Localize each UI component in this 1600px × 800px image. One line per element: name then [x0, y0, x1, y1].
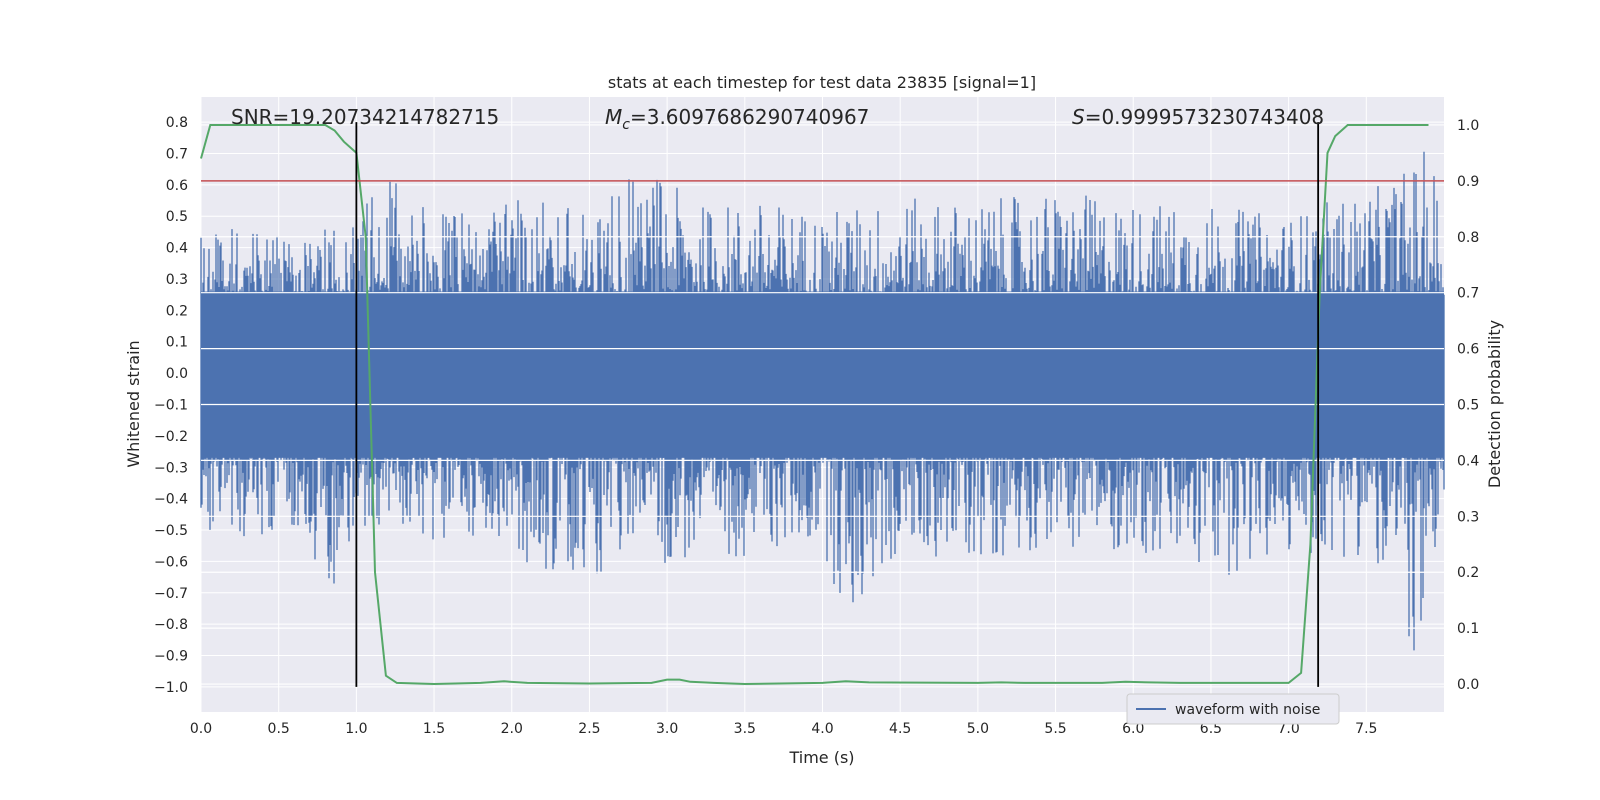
snr-annotation: SNR=19.20734214782715	[231, 105, 499, 129]
y-axis-label-left: Whitened strain	[124, 340, 143, 467]
chart-title: stats at each timestep for test data 238…	[608, 73, 1036, 92]
y-tick-label-left: 0.4	[166, 241, 188, 257]
y-tick-label-left: 0.8	[166, 115, 188, 131]
y-tick-label-left: −0.7	[154, 586, 188, 602]
x-tick-label: 3.0	[656, 721, 678, 737]
y-tick-label-right: 0.3	[1457, 509, 1479, 525]
chirp-mass-annotation: Mc=3.6097686290740967	[605, 105, 869, 133]
x-axis-label: Time (s)	[788, 748, 854, 767]
waveform-core-band	[201, 291, 1444, 458]
tick-labels: 0.0 0.5 1.0 1.5 2.0 2.5 3.0 3.5 4.0 4.5 5.0 5.5 6.0 6…	[154, 115, 1479, 737]
y-axis-label-right: Detection probability	[1485, 320, 1504, 488]
score-value: =0.9999573230743408	[1085, 105, 1324, 129]
y-tick-label-left: 0.2	[166, 303, 188, 319]
x-tick-label: 0.0	[190, 721, 212, 737]
x-tick-label: 4.0	[811, 721, 833, 737]
x-tick-label: 4.5	[889, 721, 911, 737]
marker-lines	[201, 122, 1444, 687]
x-tick-label: 3.5	[734, 721, 756, 737]
y-tick-label-left: 0.5	[166, 209, 188, 225]
y-tick-label-left: 0.6	[166, 178, 188, 194]
y-tick-label-left: −0.8	[154, 617, 188, 633]
detection-score-annotation: S=0.9999573230743408	[1072, 105, 1324, 129]
y-tick-label-left: −1.0	[154, 680, 188, 696]
x-tick-label: 1.5	[423, 721, 445, 737]
waveform-series	[200, 124, 1445, 685]
score-symbol: S	[1072, 105, 1085, 129]
y-tick-label-left: −0.5	[154, 523, 188, 539]
chirp-mass-symbol: M	[605, 105, 622, 129]
y-tick-label-right: 0.5	[1457, 398, 1479, 414]
y-tick-label-left: 0.7	[166, 146, 188, 162]
detection-probability-line	[200, 124, 1429, 686]
y-tick-label-right: 0.8	[1457, 230, 1479, 246]
x-tick-label: 0.5	[268, 721, 290, 737]
x-tick-label: 7.5	[1355, 721, 1377, 737]
x-tick-label: 2.5	[578, 721, 600, 737]
y-tick-label-right: 0.2	[1457, 565, 1479, 581]
x-tick-label: 2.0	[501, 721, 523, 737]
x-tick-label: 6.5	[1200, 721, 1222, 737]
y-tick-label-left: −0.3	[154, 460, 188, 476]
y-tick-label-right: 0.9	[1457, 174, 1479, 190]
x-tick-label: 7.0	[1277, 721, 1299, 737]
chirp-mass-value: =3.6097686290740967	[630, 105, 869, 129]
y-tick-label-left: 0.3	[166, 272, 188, 288]
y-tick-label-right: 0.4	[1457, 453, 1479, 469]
y-tick-label-left: −0.2	[154, 429, 188, 445]
y-tick-label-left: −0.1	[154, 398, 188, 414]
x-tick-label: 6.0	[1122, 721, 1144, 737]
probability-series	[200, 124, 1429, 686]
x-tick-label: 5.5	[1044, 721, 1066, 737]
x-tick-label: 1.0	[345, 721, 367, 737]
y-tick-label-left: −0.9	[154, 649, 188, 665]
legend-label: waveform with noise	[1175, 702, 1320, 718]
y-tick-label-right: 0.7	[1457, 286, 1479, 302]
y-tick-label-right: 0.1	[1457, 621, 1479, 637]
y-tick-label-left: −0.4	[154, 492, 188, 508]
y-tick-label-left: 0.0	[166, 366, 188, 382]
x-tick-label: 5.0	[967, 721, 989, 737]
legend: waveform with noise	[1126, 693, 1340, 725]
y-tick-label-right: 1.0	[1457, 118, 1479, 134]
y-tick-label-right: 0.6	[1457, 342, 1479, 358]
y-tick-label-left: −0.6	[154, 554, 188, 570]
y-tick-label-left: 0.1	[166, 335, 188, 351]
y-tick-label-right: 0.0	[1457, 677, 1479, 693]
chirp-mass-subscript: c	[622, 117, 630, 133]
legend-box	[1126, 693, 1340, 725]
